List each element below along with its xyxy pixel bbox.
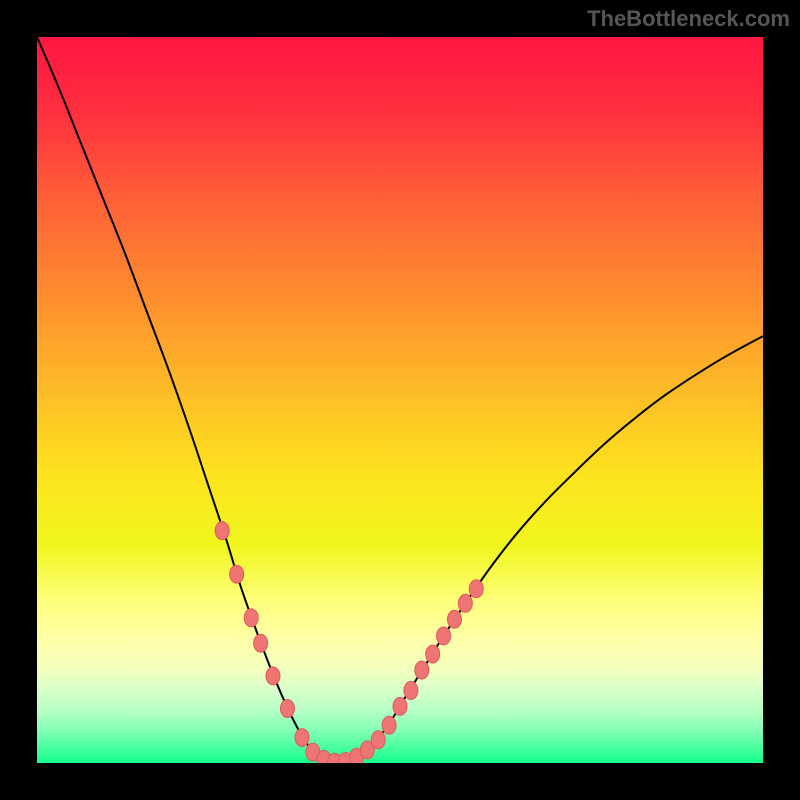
curve-marker bbox=[404, 681, 418, 699]
curve-marker bbox=[244, 609, 258, 627]
curve-marker bbox=[280, 700, 294, 718]
curve-marker bbox=[469, 580, 483, 598]
curve-marker bbox=[371, 731, 385, 749]
curve-marker bbox=[447, 610, 461, 628]
curve-marker bbox=[230, 565, 244, 583]
bottleneck-chart bbox=[37, 37, 763, 763]
curve-marker bbox=[266, 667, 280, 685]
curve-marker bbox=[295, 729, 309, 747]
curve-marker bbox=[415, 661, 429, 679]
chart-container: TheBottleneck.com bbox=[0, 0, 800, 800]
chart-background bbox=[37, 37, 763, 763]
curve-marker bbox=[215, 522, 229, 540]
curve-marker bbox=[426, 645, 440, 663]
curve-marker bbox=[254, 634, 268, 652]
curve-marker bbox=[437, 627, 451, 645]
curve-marker bbox=[393, 697, 407, 715]
curve-marker bbox=[382, 716, 396, 734]
watermark-text: TheBottleneck.com bbox=[587, 6, 790, 32]
curve-marker bbox=[458, 594, 472, 612]
